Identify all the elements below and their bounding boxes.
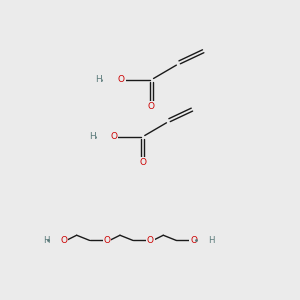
- Text: H: H: [208, 236, 214, 245]
- Text: O: O: [148, 102, 155, 111]
- Text: O: O: [147, 236, 154, 245]
- Text: H: H: [43, 236, 50, 245]
- Text: O: O: [190, 236, 197, 245]
- Text: O: O: [60, 236, 67, 245]
- Text: O: O: [118, 75, 125, 84]
- Text: O: O: [103, 236, 110, 245]
- Text: O: O: [111, 132, 118, 141]
- Text: H: H: [95, 75, 102, 84]
- Text: H: H: [89, 132, 96, 141]
- Text: O: O: [139, 158, 146, 166]
